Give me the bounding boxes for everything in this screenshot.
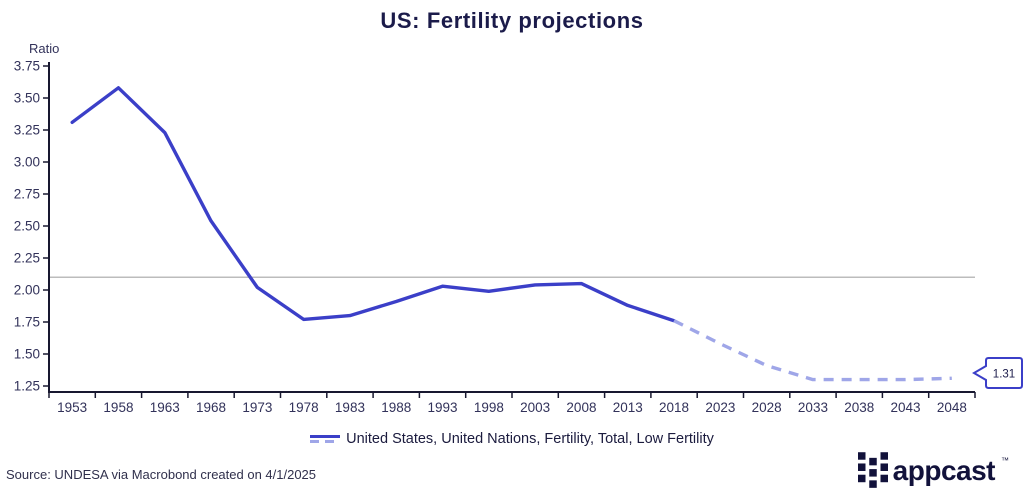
- svg-text:2048: 2048: [937, 400, 967, 415]
- series-line-projection: [673, 319, 952, 382]
- chart-legend: United States, United Nations, Fertility…: [0, 431, 1024, 447]
- svg-text:3.75: 3.75: [14, 59, 40, 74]
- svg-text:2033: 2033: [798, 400, 828, 415]
- svg-text:2013: 2013: [613, 400, 643, 415]
- source-note: Source: UNDESA via Macrobond created on …: [6, 467, 317, 482]
- trademark-symbol: ™: [1001, 456, 1009, 465]
- svg-text:3.50: 3.50: [14, 91, 40, 106]
- svg-text:2.25: 2.25: [14, 251, 40, 266]
- svg-text:3.00: 3.00: [14, 155, 40, 170]
- svg-text:2018: 2018: [659, 400, 689, 415]
- legend-line-swatch-icon: [310, 435, 341, 443]
- svg-text:1.25: 1.25: [14, 379, 40, 394]
- y-axis-unit-label: Ratio: [29, 41, 60, 56]
- appcast-logo-text: appcast: [892, 454, 996, 486]
- svg-text:1983: 1983: [335, 400, 365, 415]
- svg-text:1953: 1953: [57, 400, 87, 415]
- legend-series-label: United States, United Nations, Fertility…: [346, 431, 714, 447]
- svg-text:1963: 1963: [150, 400, 180, 415]
- fertility-line-chart: 3.75 3.50 3.25 3.00 2.75 2.50 2.25 2.00 1.75 1.50…: [14, 59, 1023, 415]
- svg-text:1978: 1978: [289, 400, 319, 415]
- svg-text:1.31: 1.31: [993, 369, 1015, 381]
- svg-text:1958: 1958: [103, 400, 133, 415]
- svg-text:2043: 2043: [891, 400, 921, 415]
- svg-text:1993: 1993: [428, 400, 458, 415]
- svg-text:2038: 2038: [844, 400, 874, 415]
- svg-text:2.75: 2.75: [14, 187, 40, 202]
- appcast-grid-icon: [857, 452, 888, 488]
- svg-text:1.75: 1.75: [14, 315, 40, 330]
- x-axis-ticks: 1953 1958 1963 1968 1973 1978 1983 1988 1993 1998…: [48, 392, 976, 415]
- svg-text:2008: 2008: [566, 400, 596, 415]
- svg-text:1968: 1968: [196, 400, 226, 415]
- end-value-callout: 1.31: [972, 357, 1023, 389]
- y-axis-ticks: 3.75 3.50 3.25 3.00 2.75 2.50 2.25 2.00 1.75 1.50…: [14, 59, 49, 394]
- chart-title: US: Fertility projections: [380, 8, 644, 33]
- svg-text:1988: 1988: [381, 400, 411, 415]
- svg-text:2003: 2003: [520, 400, 550, 415]
- svg-text:3.25: 3.25: [14, 123, 40, 138]
- svg-text:1973: 1973: [242, 400, 272, 415]
- svg-text:1.50: 1.50: [14, 347, 40, 362]
- svg-text:2028: 2028: [752, 400, 782, 415]
- axis-lines: [48, 62, 975, 393]
- svg-text:1998: 1998: [474, 400, 504, 415]
- appcast-logo: appcast ™: [857, 452, 1009, 489]
- svg-text:2.50: 2.50: [14, 219, 40, 234]
- svg-text:2023: 2023: [705, 400, 735, 415]
- svg-text:2.00: 2.00: [14, 283, 40, 298]
- series-line-historical: [70, 86, 676, 323]
